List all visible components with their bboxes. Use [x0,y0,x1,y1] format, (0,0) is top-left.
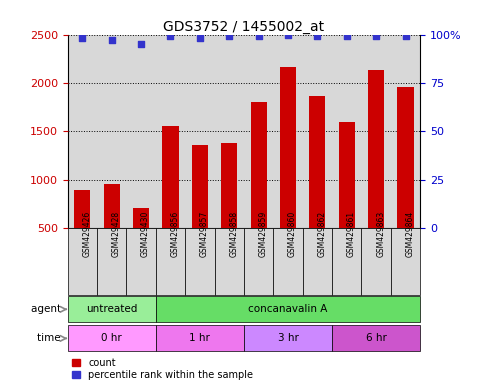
Text: GSM429864: GSM429864 [406,210,414,257]
Bar [97,35,127,228]
Bar [273,35,303,228]
Text: GSM429428: GSM429428 [112,210,121,257]
Text: 1 hr: 1 hr [189,333,210,343]
Point [372,33,380,40]
Text: GSM429862: GSM429862 [317,210,327,257]
Bar [104,184,120,228]
Text: GSM429859: GSM429859 [258,210,268,257]
FancyBboxPatch shape [332,325,420,351]
FancyBboxPatch shape [244,228,273,295]
Text: GSM429863: GSM429863 [376,210,385,257]
Text: GSM429860: GSM429860 [288,210,297,257]
Point [402,33,410,40]
Legend: count, percentile rank within the sample: count, percentile rank within the sample [72,358,253,380]
Point [226,33,233,40]
Point [78,35,86,41]
Bar [221,143,237,228]
Bar [391,35,420,228]
Bar [127,35,156,228]
FancyBboxPatch shape [68,228,97,295]
FancyBboxPatch shape [68,296,156,323]
FancyBboxPatch shape [68,325,156,351]
Bar [251,103,267,228]
Text: agent: agent [31,305,64,314]
Text: 6 hr: 6 hr [366,333,386,343]
Bar [214,35,244,228]
Text: 3 hr: 3 hr [278,333,298,343]
FancyBboxPatch shape [127,228,156,295]
Text: GSM429856: GSM429856 [170,210,180,257]
Bar [368,70,384,228]
Bar [162,126,179,228]
FancyBboxPatch shape [361,228,391,295]
FancyBboxPatch shape [244,325,332,351]
FancyBboxPatch shape [185,228,214,295]
FancyBboxPatch shape [97,228,127,295]
FancyBboxPatch shape [156,325,244,351]
Point [255,33,262,40]
Bar [133,208,149,228]
FancyBboxPatch shape [214,228,244,295]
Bar [68,35,97,228]
Text: GSM429430: GSM429430 [141,210,150,257]
Bar [156,35,185,228]
Title: GDS3752 / 1455002_at: GDS3752 / 1455002_at [163,20,325,33]
FancyBboxPatch shape [156,296,420,323]
FancyBboxPatch shape [156,228,185,295]
Bar [361,35,391,228]
Point [284,31,292,38]
Text: untreated: untreated [86,305,137,314]
FancyBboxPatch shape [273,228,303,295]
Point [196,35,204,41]
Bar [280,66,296,228]
Bar [339,122,355,228]
Point [137,41,145,47]
Text: 0 hr: 0 hr [101,333,122,343]
Bar [398,87,413,228]
Text: concanavalin A: concanavalin A [248,305,327,314]
Point [313,33,321,40]
Text: time: time [37,333,64,343]
Point [343,33,351,40]
FancyBboxPatch shape [332,228,361,295]
Text: GSM429861: GSM429861 [347,210,356,257]
Bar [309,96,326,228]
Point [108,37,115,43]
Point [167,33,174,40]
FancyBboxPatch shape [391,228,420,295]
Bar [303,35,332,228]
Text: GSM429857: GSM429857 [200,210,209,257]
Bar [332,35,361,228]
FancyBboxPatch shape [303,228,332,295]
Text: GSM429426: GSM429426 [82,210,91,257]
Bar [74,190,90,228]
Bar [185,35,214,228]
Bar [192,145,208,228]
Text: GSM429858: GSM429858 [229,210,238,257]
Bar [244,35,273,228]
